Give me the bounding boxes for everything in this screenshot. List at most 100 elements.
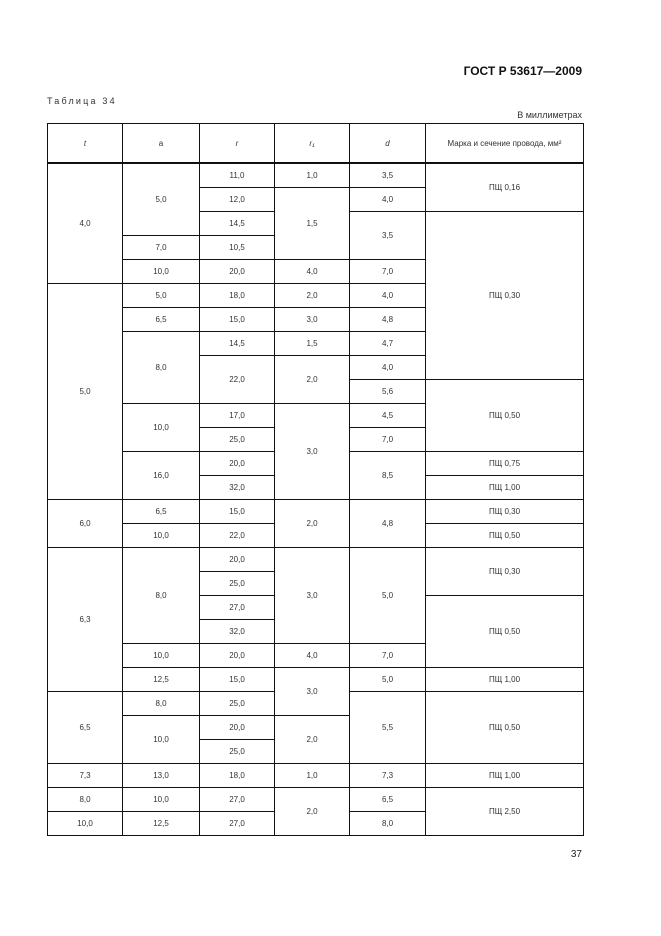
- table-row: 27,0 ПЩ 0,50: [48, 595, 584, 668]
- table-cell: 25,0: [199, 691, 275, 716]
- table-cell: 6,5: [47, 691, 123, 764]
- table-cell: ПЩ 0,30: [425, 211, 584, 380]
- table-cell: 5,0: [122, 162, 200, 236]
- column-header-d: d: [349, 123, 426, 164]
- table-cell: 22,0: [199, 523, 275, 548]
- dimensions-table: t a r r₁ d Марка и сечение провода, мм² …: [47, 123, 584, 836]
- table-cell: 4,0: [349, 187, 426, 212]
- table-cell: 11,0: [199, 162, 275, 188]
- table-caption: Таблица 34: [47, 96, 117, 106]
- table-cell: 1,0: [274, 162, 350, 188]
- table-cell: 8,0: [122, 547, 200, 644]
- table-cell: 8,0: [122, 331, 200, 404]
- table-cell: ПЩ 0,75: [425, 451, 584, 476]
- table-cell: 8,5: [349, 451, 426, 500]
- table-row: 6,5 15,0 3,0 4,8: [48, 307, 584, 332]
- table-cell: 20,0: [199, 643, 275, 668]
- table-cell: 8,0: [47, 787, 123, 812]
- table-cell: 1,5: [274, 187, 350, 260]
- table-cell: 1,0: [274, 763, 350, 788]
- table-cell: 17,0: [199, 403, 275, 428]
- table-cell: ПЩ 0,16: [425, 162, 584, 212]
- table-cell: 25,0: [199, 739, 275, 764]
- table-cell: 2,0: [274, 787, 350, 836]
- table-cell: ПЩ 0,30: [425, 499, 584, 524]
- table-cell: 2,0: [274, 499, 350, 548]
- table-cell: ПЩ 1,00: [425, 475, 584, 500]
- table-cell: 12,5: [122, 811, 200, 836]
- table-cell: 32,0: [199, 475, 275, 500]
- table-cell: 14,5: [199, 331, 275, 356]
- table-row: 8,0 14,5 1,5 4,7: [48, 331, 584, 404]
- table-cell: 6,5: [122, 499, 200, 524]
- table-row: 25,0: [48, 739, 584, 764]
- table-row: 5,0 5,0 18,0 2,0 4,0: [47, 283, 584, 500]
- table-cell: ПЩ 1,00: [425, 667, 584, 692]
- table-row: 12,5 15,0 3,0 5,0 ПЩ 1,00: [48, 667, 584, 716]
- column-header-r1: r₁: [274, 123, 350, 164]
- column-header-r: r: [199, 123, 275, 164]
- table-cell: 7,3: [349, 763, 426, 788]
- table-cell: 4,5: [349, 403, 426, 428]
- table-cell: 5,0: [122, 283, 200, 308]
- table-cell: 10,0: [122, 643, 200, 668]
- table-cell: ПЩ 0,50: [425, 379, 584, 452]
- table-cell: ПЩ 1,00: [425, 763, 584, 788]
- table-cell: 10,0: [122, 715, 200, 764]
- table-row: 25,0: [48, 571, 584, 596]
- table-cell: 2,0: [274, 715, 350, 764]
- table-cell: 10,0: [122, 259, 200, 284]
- table-cell: ПЩ 0,50: [425, 595, 584, 668]
- table-cell: 4,0: [349, 283, 426, 308]
- table-row: 14,5 3,5 ПЩ 0,30: [48, 211, 584, 380]
- table-cell: 1,5: [274, 331, 350, 356]
- table-cell: 6,0: [47, 499, 123, 548]
- table-cell: 7,0: [122, 235, 200, 260]
- table-cell: 4,8: [349, 499, 426, 548]
- table-cell: 20,0: [199, 259, 275, 284]
- table-cell: 4,7: [349, 331, 426, 356]
- table-row: 10,0 12,5 27,0 8,0: [47, 811, 584, 836]
- table-cell: 4,0: [47, 162, 123, 284]
- table-cell: 3,5: [349, 211, 426, 260]
- table-cell: 32,0: [199, 619, 275, 644]
- document-standard-number: ГОСТ Р 53617—2009: [463, 64, 582, 78]
- units-note: В миллиметрах: [517, 110, 582, 120]
- table-header-row: t a r r₁ d Марка и сечение провода, мм²: [47, 123, 584, 164]
- table-cell: ПЩ 2,50: [425, 787, 584, 836]
- table-cell: 5,0: [349, 667, 426, 692]
- table-cell: 10,0: [122, 523, 200, 548]
- table-cell: 10,0: [122, 403, 200, 452]
- table-cell: 25,0: [199, 571, 275, 596]
- table-body: 4,0 5,0 11,0 1,0 3,5 ПЩ 0,16 12,0 1,5 4,0 14,5 3,5…: [47, 162, 584, 836]
- table-cell: 7,0: [349, 427, 426, 452]
- table-cell: 5,0: [47, 283, 123, 500]
- table-cell: 13,0: [122, 763, 200, 788]
- table-cell: 8,0: [349, 811, 426, 836]
- table-cell: 4,0: [274, 643, 350, 668]
- table-cell: 5,5: [349, 691, 426, 764]
- column-header-t: t: [47, 123, 123, 164]
- table-row: 32,0: [48, 619, 584, 644]
- table-cell: 12,0: [199, 187, 275, 212]
- table-cell: 7,0: [349, 643, 426, 668]
- table-cell: ПЩ 0,50: [425, 523, 584, 548]
- table-row: 6,3 8,0 20,0 3,0 5,0 ПЩ 0,30: [47, 547, 584, 692]
- table-row: 10,0 22,0 ПЩ 0,50: [48, 523, 584, 548]
- table-cell: 5,0: [349, 547, 426, 644]
- table-cell: 27,0: [199, 787, 275, 812]
- table-cell: 3,5: [349, 162, 426, 188]
- page-number: 37: [570, 849, 582, 860]
- table-cell: 3,0: [274, 307, 350, 332]
- table-row: 22,0 2,0 4,0: [48, 355, 584, 404]
- table-row: 25,0 7,0: [48, 427, 584, 452]
- table-cell: 6,5: [349, 787, 426, 812]
- table-cell: 20,0: [199, 451, 275, 476]
- table-cell: 10,0: [47, 811, 123, 836]
- table-cell: ПЩ 0,30: [425, 547, 584, 596]
- table-cell: 20,0: [199, 715, 275, 740]
- table-row: 4,0 5,0 11,0 1,0 3,5 ПЩ 0,16: [47, 162, 584, 284]
- table-cell: 2,0: [274, 355, 350, 404]
- table-cell: 15,0: [199, 307, 275, 332]
- table-cell: 27,0: [199, 595, 275, 620]
